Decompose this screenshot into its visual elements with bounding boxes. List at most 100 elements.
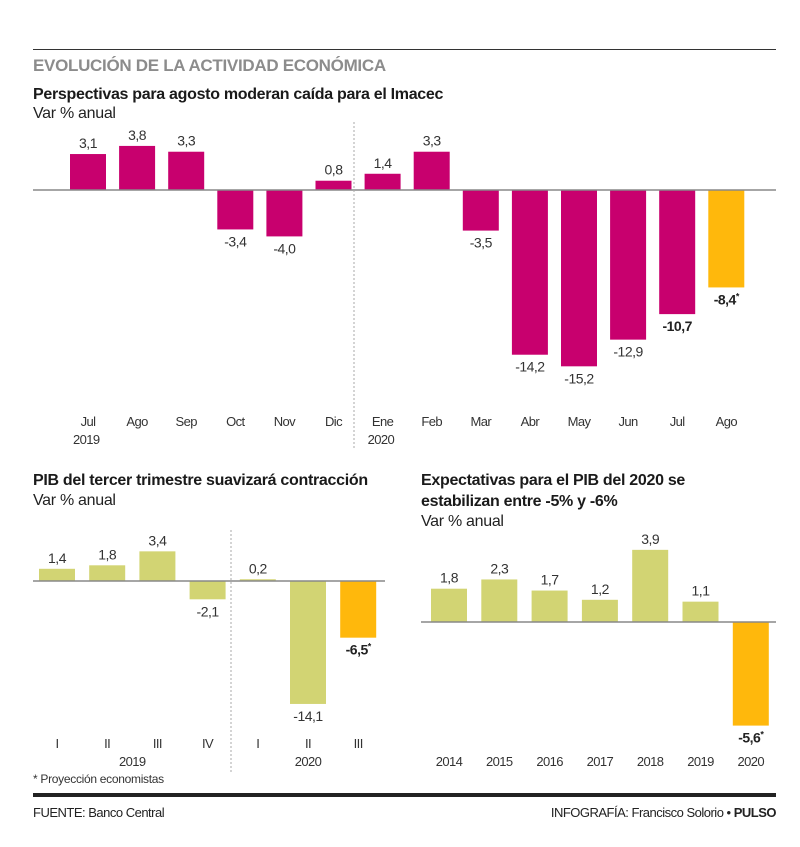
chart1-value-label-1: 3,8 — [128, 127, 147, 143]
chart3-value-label-5: 1,1 — [692, 583, 711, 599]
chart1-tick-label-6: Ene — [372, 414, 394, 429]
chart3-bar-2020-6 — [732, 622, 769, 726]
chart3-bar-2019-5 — [682, 601, 719, 622]
chart2-tick-label-3: IV — [202, 736, 214, 751]
chart1-bar-feb-7 — [413, 151, 450, 190]
chart1-value-label-8: -3,5 — [470, 235, 493, 251]
chart3-value-label-2: 1,7 — [541, 572, 560, 588]
chart2-value-label-0: 1,4 — [48, 550, 67, 566]
brand-name: PULSO — [733, 805, 777, 820]
projection-asterisk: * — [760, 730, 764, 740]
chart2-value-label-2: 3,4 — [148, 532, 167, 548]
chart1-tick-label-13: Ago — [716, 414, 738, 429]
chart3-title-line2: estabilizan entre -5% y -6% — [421, 493, 618, 510]
chart3-tick-label-3: 2017 — [587, 754, 614, 769]
chart1-value-label-5: 0,8 — [325, 162, 344, 178]
chart3-tick-label-6: 2020 — [738, 754, 765, 769]
chart2-bar-iv-3 — [189, 581, 226, 600]
chart3-value-label-1: 2,3 — [490, 560, 509, 576]
chart3-bar-2018-4 — [632, 549, 669, 622]
chart1-title: Perspectivas para agosto moderan caída p… — [33, 86, 444, 103]
chart1-tick-label-11: Jun — [619, 414, 639, 429]
chart1-tick-label-3: Oct — [226, 414, 245, 429]
chart1-bar-oct-3 — [217, 190, 254, 230]
chart1-value-label-9: -14,2 — [515, 359, 545, 375]
chart2-bar-i-0 — [39, 568, 75, 581]
author-credit: INFOGRAFÍA: Francisco Solorio • PULSO — [550, 805, 777, 820]
chart1-bar-mar-8 — [462, 190, 499, 231]
chart1-value-label-10: -15,2 — [564, 370, 594, 386]
chart2-bar-i-4 — [239, 579, 276, 581]
chart2-value-label-1: 1,8 — [98, 546, 117, 562]
chart2-bar-iii-2 — [139, 551, 176, 581]
chart1-tick-label-1: Ago — [126, 414, 148, 429]
chart2-ylabel: Var % anual — [33, 492, 116, 509]
chart3-bar-2014-0 — [431, 588, 467, 622]
chart1-value-label-4: -4,0 — [273, 240, 296, 256]
chart3-ylabel: Var % anual — [421, 513, 504, 530]
chart1-value-label-13: -8,4* — [714, 291, 740, 307]
chart2-title: PIB del tercer trimestre suavizará contr… — [33, 472, 368, 489]
projection-asterisk: * — [736, 291, 740, 301]
chart1-tick-label-5: Dic — [325, 414, 343, 429]
chart1-year-label-2020: 2020 — [368, 432, 395, 447]
infographic-credit: INFOGRAFÍA: Francisco Solorio • — [550, 805, 734, 820]
chart2-bar-iii-6 — [340, 581, 377, 638]
chart1-tick-label-8: Mar — [471, 414, 493, 429]
chart1-value-label-2: 3,3 — [177, 133, 196, 149]
chart3-bar-2016-2 — [531, 590, 568, 622]
chart3-bar-2015-1 — [481, 579, 518, 622]
chart2-tick-label-5: II — [305, 736, 311, 751]
chart3-value-label-3: 1,2 — [591, 581, 610, 597]
chart2-bar-ii-1 — [89, 565, 126, 581]
chart3-tick-label-1: 2015 — [486, 754, 513, 769]
chart2-tick-label-6: III — [354, 736, 363, 751]
projection-asterisk: * — [368, 642, 372, 652]
chart1-bar-ago-13 — [708, 190, 745, 288]
chart1-ylabel: Var % anual — [33, 105, 116, 122]
chart1-tick-label-4: Nov — [274, 414, 296, 429]
bottom-rule — [33, 793, 776, 797]
chart1-tick-label-0: Jul — [81, 414, 97, 429]
chart1-bar-jun-11 — [610, 190, 647, 340]
chart3-value-label-6: -5,6* — [738, 730, 764, 746]
chart2-year-label-2019: 2019 — [119, 754, 146, 769]
chart2-tick-label-1: II — [104, 736, 110, 751]
chart1-value-label-11: -12,9 — [613, 344, 643, 360]
footnote: * Proyección economistas — [33, 772, 164, 786]
chart3-value-label-0: 1,8 — [440, 570, 459, 586]
chart2-bar-ii-5 — [290, 581, 326, 704]
chart2-tick-label-4: I — [256, 736, 259, 751]
chart3-value-label-4: 3,9 — [641, 531, 660, 547]
chart2-tick-label-0: I — [55, 736, 58, 751]
chart1-value-label-3: -3,4 — [224, 233, 247, 249]
chart1-bar-abr-9 — [511, 190, 548, 355]
chart1-bar-nov-4 — [266, 190, 303, 237]
chart3-tick-label-4: 2018 — [637, 754, 664, 769]
chart2-value-label-4: 0,2 — [249, 560, 268, 576]
chart3-bar-2017-3 — [581, 599, 618, 622]
chart1-tick-label-7: Feb — [421, 414, 442, 429]
chart3-title-line1: Expectativas para el PIB del 2020 se — [421, 472, 686, 489]
chart1-bar-jul-0 — [70, 154, 106, 190]
chart2-tick-label-2: III — [153, 736, 162, 751]
chart1-bar-ago-1 — [119, 145, 156, 190]
chart1-bar-dic-5 — [315, 180, 352, 190]
top-rule — [33, 49, 776, 50]
chart3-tick-label-2: 2016 — [536, 754, 563, 769]
chart3-tick-label-5: 2019 — [687, 754, 714, 769]
chart3-tick-label-0: 2014 — [436, 754, 463, 769]
chart1-bar-may-10 — [561, 190, 597, 367]
chart2-value-label-5: -14,1 — [293, 708, 323, 724]
chart1-value-label-6: 1,4 — [374, 155, 393, 171]
chart1-value-label-12: -10,7 — [662, 318, 692, 334]
chart1-value-label-0: 3,1 — [79, 135, 98, 151]
chart1-bar-sep-2 — [168, 151, 205, 190]
chart1-value-label-7: 3,3 — [423, 133, 442, 149]
chart1-tick-label-9: Abr — [521, 414, 541, 429]
chart2-value-label-6: -6,5* — [346, 642, 372, 658]
chart1-bar-jul-12 — [659, 190, 696, 315]
source-credit: FUENTE: Banco Central — [33, 805, 165, 820]
chart1-bar-ene-6 — [364, 173, 401, 190]
